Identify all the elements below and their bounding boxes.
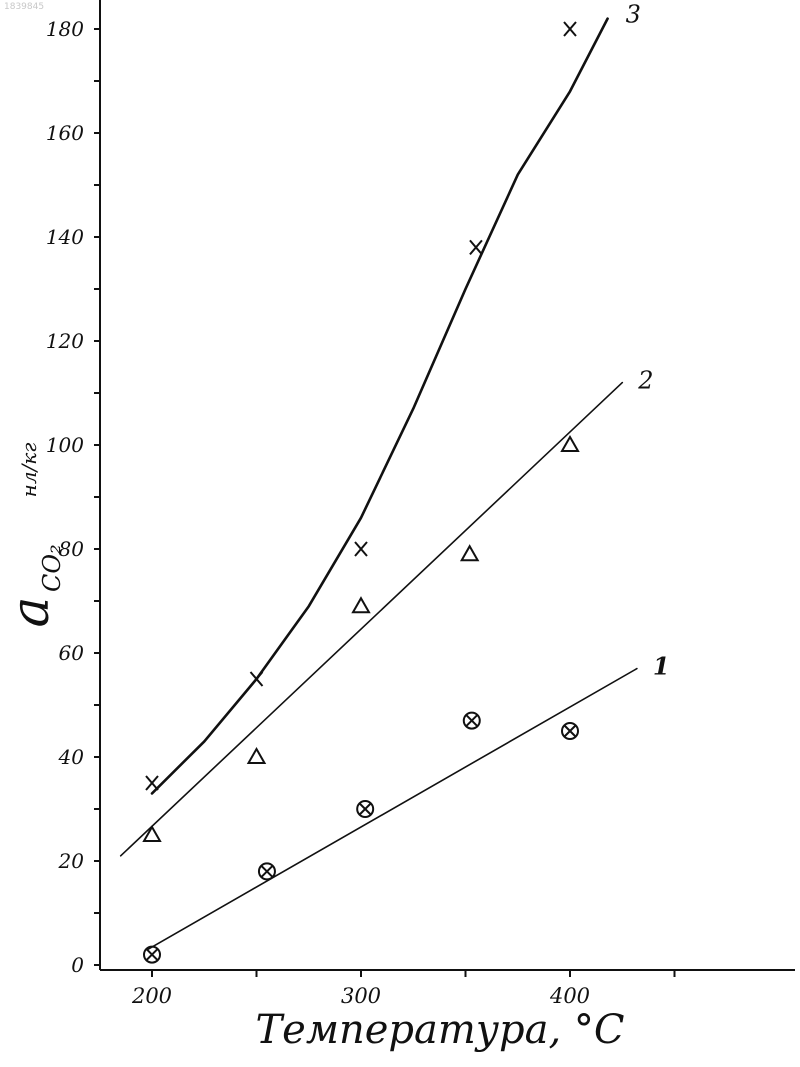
data-point-x: [470, 240, 482, 254]
data-point-circled-x: [464, 713, 480, 729]
y-tick-label: 40: [58, 745, 85, 769]
x-tick-labels: 200 300 400: [131, 984, 590, 1008]
data-point-triangle: [462, 546, 478, 560]
x-tick-label: 200: [131, 984, 172, 1008]
tick-marks: [94, 29, 675, 977]
data-points: [144, 22, 578, 963]
data-point-triangle: [144, 827, 160, 841]
fit-line-3: [152, 19, 608, 794]
fit-line-1: [148, 669, 637, 950]
y-axis-title-sub: CO₂: [38, 544, 66, 592]
data-point-triangle: [249, 749, 265, 763]
axes: [100, 0, 795, 970]
data-point-circled-x: [259, 863, 275, 879]
data-point-x: [251, 672, 263, 686]
y-axis-unit: нл/кг: [17, 443, 41, 498]
data-point-circled-x: [144, 947, 160, 963]
data-point-circled-x: [357, 801, 373, 817]
y-tick-labels: 020406080100120140160180: [46, 17, 84, 977]
data-point-triangle: [353, 598, 369, 612]
y-axis-unit-label: нл/кг: [17, 443, 41, 498]
y-tick-label: 0: [71, 953, 84, 977]
y-tick-label: 140: [46, 225, 84, 249]
series-label-1: 1: [653, 652, 670, 681]
fit-line-2: [121, 383, 623, 856]
series-labels: 1 2 3: [626, 1, 670, 681]
series-label-2: 2: [637, 367, 653, 395]
data-point-triangle: [562, 437, 578, 451]
y-tick-label: 180: [46, 17, 84, 41]
watermark: 1839845: [4, 2, 44, 12]
y-axis-title: a CO₂: [1, 544, 66, 627]
series-label-3: 3: [626, 1, 641, 29]
fit-lines: [121, 19, 637, 950]
y-axis-title-main: a: [1, 596, 61, 627]
x-axis-title: Температура, °C: [255, 1007, 624, 1053]
y-tick-label: 100: [46, 433, 84, 457]
data-point-circled-x: [562, 723, 578, 739]
data-point-x: [355, 542, 367, 556]
x-tick-label: 300: [341, 984, 381, 1008]
y-tick-label: 60: [59, 641, 85, 665]
data-point-x: [564, 22, 576, 36]
y-tick-label: 120: [46, 329, 84, 353]
y-tick-label: 160: [46, 121, 84, 145]
y-tick-label: 20: [58, 849, 85, 873]
data-point-x: [146, 776, 158, 790]
x-tick-label: 400: [549, 984, 590, 1008]
axis-labels: Температура, °C a CO₂ нл/кг: [1, 443, 625, 1053]
